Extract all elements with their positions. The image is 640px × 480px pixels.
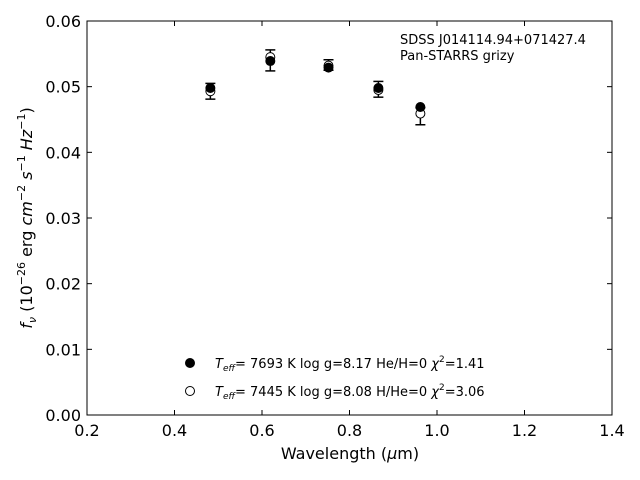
legend-filled-marker [185, 358, 195, 368]
filled-model-point [265, 56, 276, 67]
x-tick-label: 1.4 [599, 421, 624, 440]
x-tick-label: 0.6 [249, 421, 274, 440]
y-tick-label: 0.01 [45, 340, 81, 359]
y-tick-label: 0.05 [45, 78, 81, 97]
x-tick-label: 0.8 [337, 421, 362, 440]
x-tick-label: 0.2 [74, 421, 99, 440]
legend-entry-2: Teff= 7445 K log g=8.08 H/He=0 χ2=3.06 [215, 383, 485, 402]
filled-model-point [415, 102, 426, 113]
y-axis-label: fν (10−26 erg cm−2 s−1 Hz−1) [15, 107, 39, 328]
y-tick-label: 0.03 [45, 209, 81, 228]
x-tick-label: 0.4 [162, 421, 187, 440]
data-markers [205, 52, 426, 119]
axis-ticks: 0.2 0.4 0.6 0.8 1.0 1.2 1.4 0.00 0.01 0.02 0.03 0.0… [45, 12, 624, 440]
legend-entry-1: Teff= 7693 K log g=8.17 He/H=0 χ2=1.41 [215, 355, 485, 374]
y-tick-label: 0.00 [45, 406, 81, 425]
y-tick-label: 0.04 [45, 143, 81, 162]
filled-model-point [373, 82, 384, 93]
filled-model-point [205, 82, 216, 93]
y-tick-label: 0.02 [45, 275, 81, 294]
x-tick-label: 1.0 [424, 421, 449, 440]
filled-model-point [323, 62, 334, 73]
legend-open-marker [185, 386, 195, 396]
x-axis-label: Wavelength (μm) [281, 444, 419, 463]
legend: Teff= 7693 K log g=8.17 He/H=0 χ2=1.41 T… [185, 355, 485, 402]
error-bars [205, 49, 426, 126]
annotation-object: SDSS J014114.94+071427.4 [400, 33, 586, 48]
annotation-survey: Pan-STARRS grizy [400, 49, 515, 64]
plot-frame [86, 20, 613, 416]
y-tick-label: 0.06 [45, 12, 81, 31]
x-tick-label: 1.2 [512, 421, 537, 440]
